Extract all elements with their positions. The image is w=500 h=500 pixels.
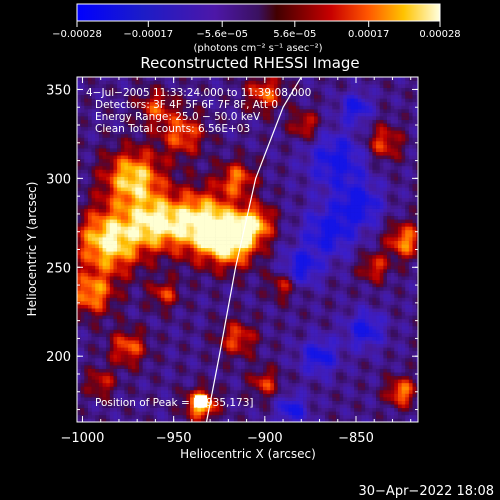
annotation-block: 4−Jul−2005 11:33:24.000 to 11:39:08.000 …: [86, 87, 311, 135]
solar-limb-curve: [205, 77, 302, 422]
peak-position-marker: [195, 395, 207, 408]
x-tick-label: −1000: [60, 431, 104, 446]
colorbar-tick-label: −5.6e−05: [196, 29, 248, 40]
colorbar-tick-label: 0.00017: [348, 29, 389, 40]
y-tick-label: 250: [46, 261, 71, 276]
colorbar-tick-label: −0.00017: [123, 29, 173, 40]
annotation-line: 4−Jul−2005 11:33:24.000 to 11:39:08.000: [86, 87, 311, 99]
colorbar-tick-label: −0.00028: [52, 29, 102, 40]
annotation-line: Detectors: 3F 4F 5F 6F 7F 8F, Att 0: [95, 99, 278, 111]
y-axis-label: Heliocentric Y (arcsec): [25, 182, 39, 317]
colorbar-ticks: −0.00028 −0.00017 −5.6e−05 5.6e−05 0.00017 0.…: [52, 21, 461, 40]
colorbar-tick-label: 5.6e−05: [273, 29, 316, 40]
x-axis-label: Heliocentric X (arcsec): [180, 447, 316, 461]
annotation-line: Energy Range: 25.0 − 50.0 keV: [95, 111, 261, 123]
chart-title: Reconstructed RHESSI Image: [140, 54, 359, 72]
x-tick-label: −850: [338, 431, 374, 446]
y-tick-label: 300: [46, 172, 71, 187]
colorbar-tick-label: 0.00028: [419, 29, 460, 40]
x-tick-label: −950: [156, 431, 192, 446]
annotation-line: Clean Total counts: 6.56E+03: [95, 123, 250, 135]
footer-timestamp: 30−Apr−2022 18:08: [359, 484, 495, 499]
peak-position-label: Position of Peak = [−935,173]: [95, 397, 254, 409]
x-tick-label: −900: [247, 431, 283, 446]
x-axis-ticks: −1000 −950 −900 −850: [60, 77, 412, 446]
colorbar-unit-label: (photons cm⁻² s⁻¹ asec⁻²): [193, 43, 322, 54]
y-tick-label: 350: [46, 83, 71, 98]
heatmap-image: [77, 77, 418, 422]
y-tick-label: 200: [46, 350, 71, 365]
y-axis-ticks: 200 250 300 350: [46, 83, 418, 411]
colorbar: [76, 3, 441, 22]
